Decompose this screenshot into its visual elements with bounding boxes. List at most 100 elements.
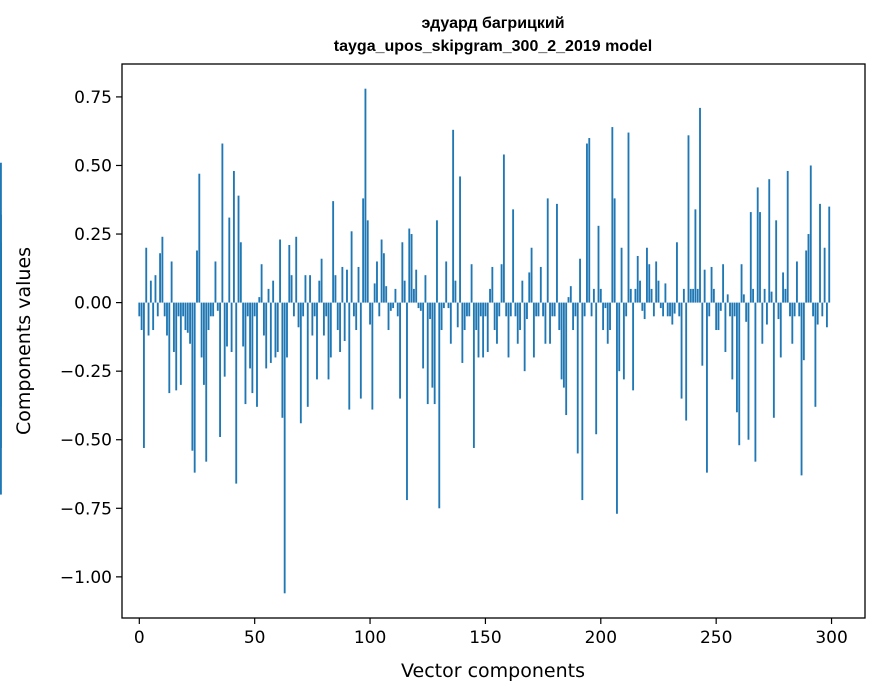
bar <box>532 302 535 358</box>
bar <box>819 203 821 303</box>
bar <box>267 288 270 303</box>
x-tick-label: 150 <box>469 628 501 648</box>
bar <box>802 302 805 361</box>
plot-area <box>0 63 866 619</box>
bar <box>731 302 734 380</box>
bar <box>461 302 464 363</box>
bar <box>422 302 425 369</box>
bar <box>539 266 542 303</box>
bar <box>719 302 722 311</box>
y-tick-label: −0.75 <box>60 499 112 519</box>
bar <box>325 302 328 317</box>
bar <box>346 269 348 303</box>
bar <box>646 247 648 303</box>
bar <box>699 107 701 303</box>
bar <box>235 302 238 484</box>
bar <box>288 245 291 303</box>
bar <box>687 135 690 303</box>
bar <box>191 302 194 451</box>
bar <box>147 302 150 336</box>
bar <box>613 198 616 303</box>
bar <box>207 302 210 331</box>
bar <box>772 302 775 418</box>
bar <box>763 288 766 303</box>
bar <box>486 302 489 352</box>
bar <box>251 302 254 394</box>
bar <box>572 302 575 331</box>
bar <box>417 302 420 309</box>
bar <box>558 302 561 331</box>
bar <box>694 209 697 303</box>
bar <box>242 302 245 347</box>
bar <box>655 261 658 303</box>
bar <box>274 302 277 358</box>
bar <box>724 302 727 352</box>
bar <box>408 228 411 303</box>
bar <box>149 280 152 303</box>
bar <box>671 302 674 325</box>
bar <box>182 302 185 317</box>
x-tick-label: 0 <box>134 628 145 648</box>
y-tick-label: 0.50 <box>74 156 112 176</box>
bar <box>359 302 362 399</box>
bar <box>442 302 445 309</box>
bar <box>595 302 598 435</box>
bar <box>618 302 621 372</box>
bar <box>793 302 796 317</box>
bar <box>701 302 704 366</box>
x-tick-label: 100 <box>354 628 386 648</box>
bar <box>809 165 812 303</box>
bar <box>366 220 369 303</box>
bar <box>632 302 635 391</box>
bar <box>574 302 577 317</box>
bar <box>292 302 295 317</box>
bar <box>784 288 787 303</box>
bar <box>468 302 471 317</box>
bar <box>394 288 397 303</box>
bar <box>477 302 480 358</box>
bar <box>602 302 605 331</box>
bar <box>376 261 378 303</box>
bar <box>500 264 503 303</box>
bar <box>703 269 706 303</box>
bar <box>269 302 272 363</box>
bar <box>712 288 715 303</box>
bar <box>295 236 298 303</box>
bar <box>327 302 330 380</box>
bar <box>216 302 219 311</box>
bar <box>519 302 521 331</box>
bar <box>491 266 494 303</box>
bar <box>145 247 148 303</box>
bar <box>643 302 646 320</box>
bar <box>249 302 251 369</box>
bar <box>177 302 180 317</box>
bar <box>322 302 325 336</box>
bar <box>258 297 261 303</box>
bar <box>290 275 293 303</box>
x-tick-label: 200 <box>585 628 617 648</box>
bar <box>627 132 630 303</box>
bar <box>415 269 418 303</box>
bar <box>551 302 554 317</box>
bar <box>493 302 496 331</box>
bar <box>436 220 438 303</box>
bar <box>200 302 203 358</box>
bar <box>706 302 708 473</box>
bar <box>812 302 815 317</box>
bar <box>814 302 817 407</box>
bar <box>311 302 314 336</box>
bar <box>535 302 538 317</box>
bar <box>562 302 565 388</box>
y-axis-label: Components values <box>13 247 35 435</box>
bar <box>336 302 339 331</box>
plot-frame <box>121 63 866 619</box>
bar <box>826 302 828 328</box>
bar <box>357 266 360 303</box>
bar <box>163 302 166 317</box>
bar <box>168 302 171 394</box>
bar <box>382 253 385 303</box>
bar <box>823 247 826 303</box>
bar <box>304 275 307 303</box>
bar <box>396 302 399 317</box>
